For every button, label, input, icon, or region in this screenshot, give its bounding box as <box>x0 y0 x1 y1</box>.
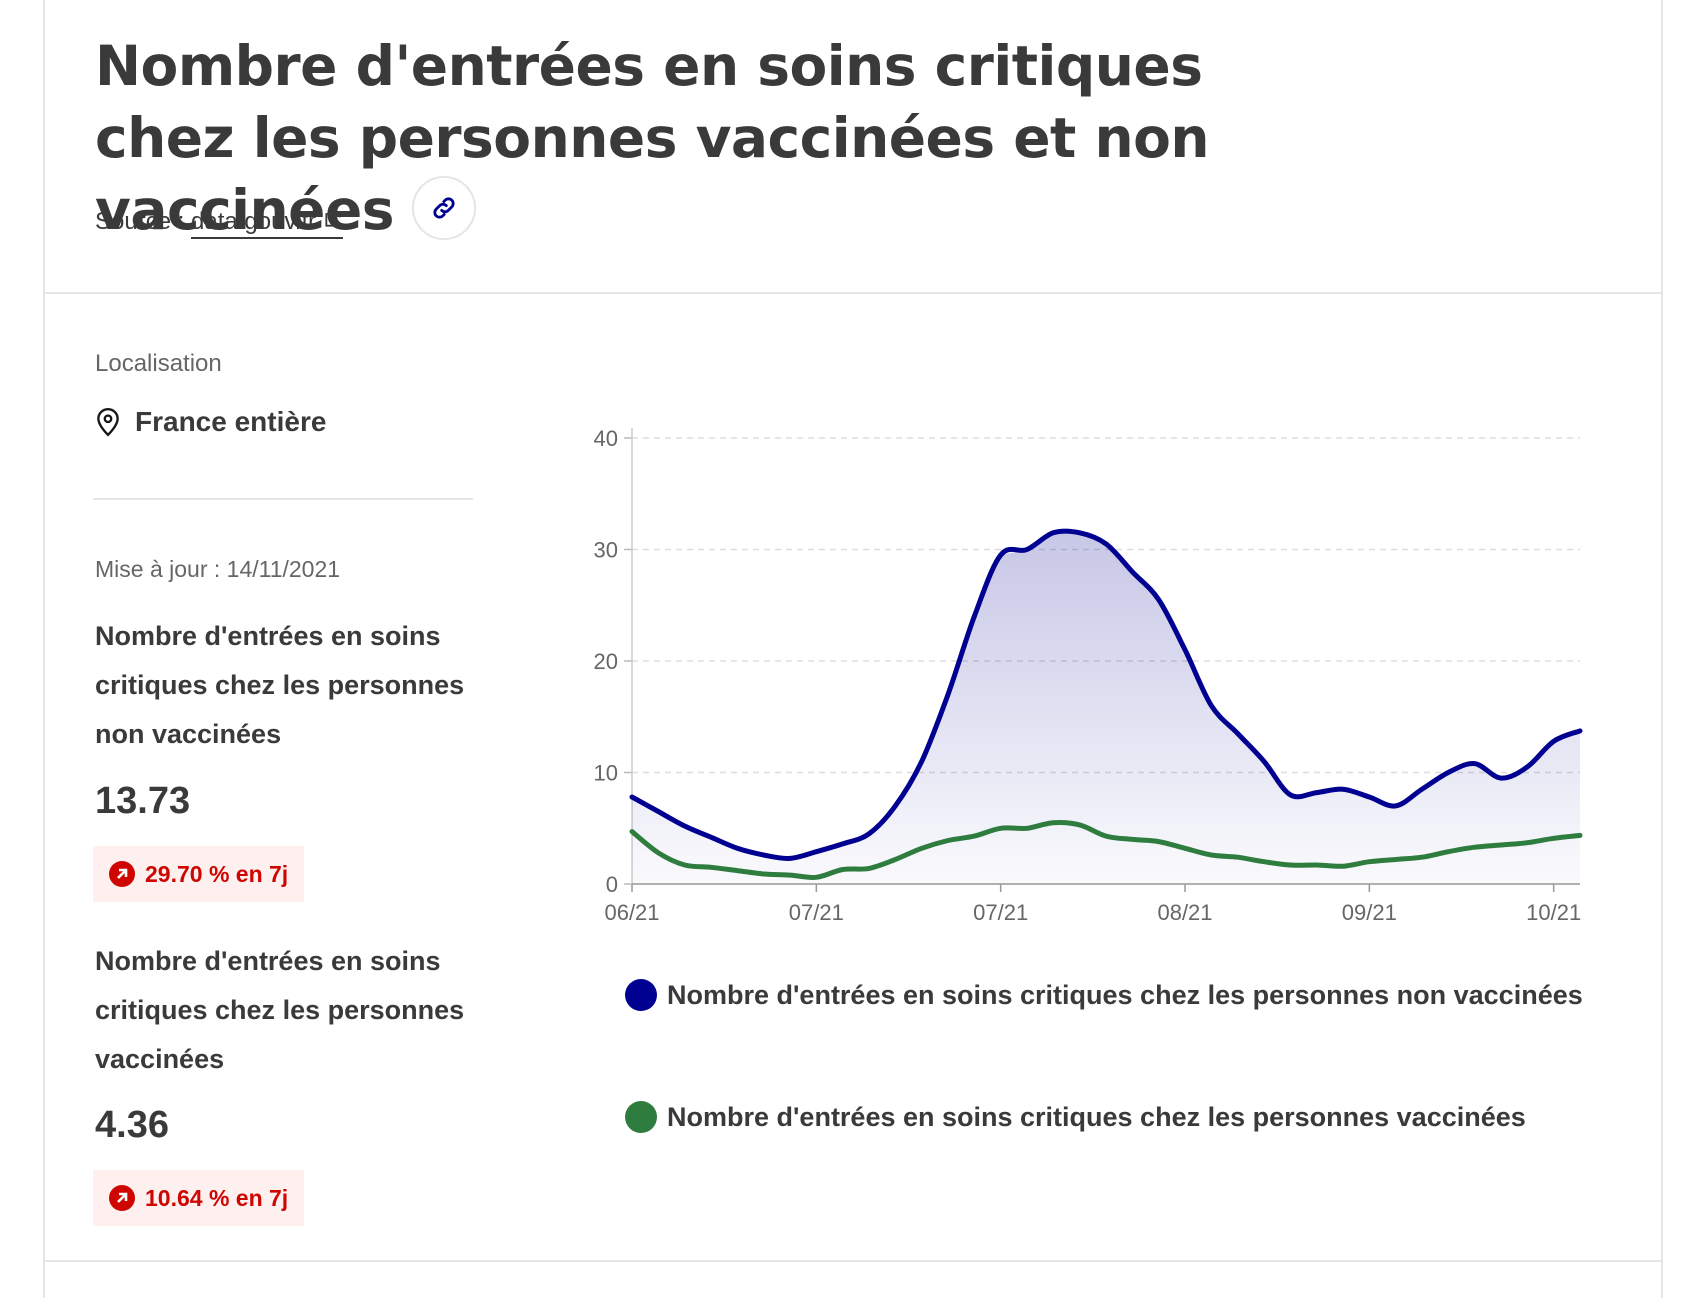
source-line: Source : data.gouv.fr <box>95 208 343 239</box>
series-vaccinated-line <box>629 819 1583 880</box>
y-tick-label: 0 <box>606 872 618 897</box>
y-tick-label: 10 <box>594 761 618 786</box>
page-title: Nombre d'entrées en soins critiques chez… <box>95 30 1355 246</box>
y-tick-label: 20 <box>594 649 618 674</box>
location-label: Localisation <box>95 350 222 377</box>
indicator-card <box>43 0 1663 1298</box>
y-tick-label: 40 <box>594 426 618 451</box>
kpi-unvaccinated-trend-badge: 29.70 % en 7j <box>93 846 305 902</box>
map-pin-icon <box>97 407 119 437</box>
series-unvaccinated-line <box>629 528 1583 861</box>
location-text: France entière <box>135 406 327 437</box>
legend-item-vaccinated[interactable]: Nombre d'entrées en soins critiques chez… <box>625 1093 1585 1141</box>
x-tick-label: 08/21 <box>1157 900 1212 925</box>
x-tick-label: 06/21 <box>604 900 659 925</box>
legend-item-unvaccinated[interactable]: Nombre d'entrées en soins critiques chez… <box>625 971 1585 1019</box>
header-divider <box>45 292 1661 294</box>
trend-up-icon <box>109 1185 135 1211</box>
kpi-unvaccinated-value: 13.73 <box>95 780 191 822</box>
legend-unvaccinated-label: Nombre d'entrées en soins critiques chez… <box>667 980 1583 1010</box>
copy-link-button[interactable] <box>412 175 477 240</box>
y-tick-label: 30 <box>594 538 618 563</box>
line-chart: 0 10 20 30 40 06/21 07/21 07/21 08/21 09/21 10/21 <box>594 426 1583 925</box>
kpi-vaccinated-value: 4.36 <box>95 1104 169 1146</box>
kpi-vaccinated-trend-badge: 10.64 % en 7j <box>93 1170 305 1226</box>
x-tick-label: 10/21 <box>1526 900 1581 925</box>
source-link[interactable]: data.gouv.fr <box>191 208 343 239</box>
update-date: Mise à jour : 14/11/2021 <box>95 556 341 582</box>
kpi-vaccinated-label: Nombre d'entrées en soins critiques chez… <box>95 946 465 1074</box>
location-value: France entière <box>95 406 326 438</box>
link-icon <box>433 197 455 219</box>
sidebar-divider <box>93 498 473 500</box>
kpi-unvaccinated-trend: 29.70 % en 7j <box>145 860 289 887</box>
kpi-unvaccinated-label: Nombre d'entrées en soins critiques chez… <box>95 621 465 749</box>
footer-divider <box>45 1260 1661 1262</box>
legend-vaccinated-swatch <box>625 1101 657 1133</box>
trend-up-icon <box>109 861 135 887</box>
x-tick-label: 07/21 <box>789 900 844 925</box>
kpi-vaccinated-trend: 10.64 % en 7j <box>145 1184 289 1211</box>
series-unvaccinated-area <box>632 532 1580 884</box>
external-link-icon <box>325 211 341 227</box>
legend-unvaccinated-swatch <box>625 979 657 1011</box>
x-tick-label: 07/21 <box>973 900 1028 925</box>
source-prefix: Source : <box>95 208 192 235</box>
legend-vaccinated-label: Nombre d'entrées en soins critiques chez… <box>667 1102 1526 1132</box>
x-tick-label: 09/21 <box>1342 900 1397 925</box>
title-text: Nombre d'entrées en soins critiques chez… <box>95 34 1210 242</box>
